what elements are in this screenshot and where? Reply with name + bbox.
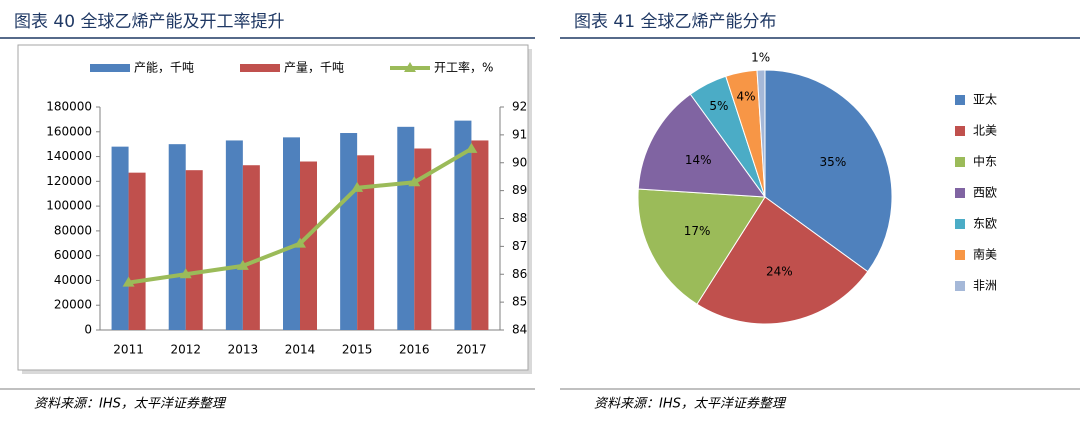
bar [340, 133, 358, 330]
pie-slice [637, 93, 767, 198]
bar [128, 172, 146, 330]
bar [454, 120, 472, 330]
legend-label: 西欧 [973, 186, 997, 200]
line-marker [294, 237, 306, 248]
bar [414, 148, 432, 330]
bar [283, 137, 300, 330]
line-marker [179, 268, 192, 279]
x-tick-label: 2012 [170, 343, 201, 357]
y2-tick-label: 85 [512, 295, 527, 309]
x-tick-label: 2015 [342, 343, 373, 357]
x-tick-label: 2016 [399, 343, 430, 357]
x-tick-label: 2014 [285, 343, 316, 357]
legend-label: 产能，千吨 [134, 61, 194, 75]
data-label: 14% [685, 153, 712, 167]
line-marker [465, 142, 478, 153]
bar [300, 161, 317, 330]
legend-swatch [240, 64, 280, 72]
x-tick-label: 2013 [228, 343, 259, 357]
data-label: 5% [709, 99, 728, 113]
bar [168, 144, 186, 330]
y-tick-label: 20000 [54, 298, 92, 312]
y-tick-label: 80000 [54, 223, 92, 237]
x-tick-label: 2011 [113, 343, 144, 357]
source-note: 资料来源：IHS，太平洋证券整理 [594, 397, 787, 412]
data-label: 1% [751, 51, 770, 65]
data-label: 24% [766, 264, 793, 278]
pie-slice [696, 196, 869, 325]
y-tick-label: 60000 [54, 248, 92, 262]
bar [242, 165, 260, 330]
bar [357, 155, 375, 330]
legend-label: 开工率，% [434, 60, 493, 75]
y2-tick-label: 84 [512, 323, 527, 337]
legend-swatch [404, 62, 416, 72]
legend-swatch [90, 64, 130, 72]
legend-swatch [955, 95, 965, 105]
legend-label: 东欧 [973, 217, 997, 231]
legend-swatch [955, 126, 965, 136]
y2-tick-label: 87 [512, 239, 527, 253]
legend-swatch [955, 188, 965, 198]
pie-slice [764, 69, 893, 273]
legend-label: 非洲 [973, 279, 997, 293]
line-marker [122, 276, 135, 287]
bar [397, 126, 415, 330]
pie-slice [637, 188, 766, 305]
line-marker [408, 176, 421, 187]
line-marker [236, 259, 249, 270]
line-marker [351, 181, 364, 192]
y-tick-label: 160000 [46, 124, 92, 138]
legend-label: 产量，千吨 [284, 61, 344, 75]
bar [225, 140, 243, 330]
legend-label: 中东 [973, 154, 997, 169]
y-tick-label: 0 [84, 323, 92, 337]
y-tick-label: 140000 [46, 149, 92, 163]
data-label: 35% [820, 155, 847, 169]
y2-tick-label: 92 [512, 100, 527, 114]
legend-swatch [955, 250, 965, 260]
bar [111, 146, 129, 330]
legend-label: 南美 [973, 247, 997, 262]
chart-frame [17, 44, 529, 371]
data-label: 17% [684, 224, 711, 238]
legend-swatch [955, 157, 965, 167]
y2-tick-label: 89 [512, 183, 527, 197]
legend-label: 北美 [973, 124, 997, 138]
pie-slice [756, 69, 766, 198]
data-label: 4% [736, 90, 755, 104]
y-tick-label: 180000 [46, 100, 92, 114]
y2-tick-label: 90 [512, 155, 527, 169]
chart-title: 图表 41 全球乙烯产能分布 [574, 12, 776, 32]
y2-tick-label: 88 [512, 211, 527, 225]
bar [471, 140, 489, 330]
y2-tick-label: 86 [512, 267, 527, 281]
x-tick-label: 2017 [456, 343, 487, 357]
legend-swatch [955, 281, 965, 291]
bar [185, 170, 203, 330]
y-tick-label: 100000 [46, 199, 92, 213]
chart-title: 图表 40 全球乙烯产能及开工率提升 [14, 12, 284, 32]
y-tick-label: 120000 [46, 174, 92, 188]
source-note: 资料来源：IHS，太平洋证券整理 [34, 397, 227, 412]
y-tick-label: 40000 [54, 273, 92, 287]
legend-label: 亚太 [973, 92, 997, 107]
y2-tick-label: 91 [512, 127, 527, 141]
legend-swatch [955, 219, 965, 229]
